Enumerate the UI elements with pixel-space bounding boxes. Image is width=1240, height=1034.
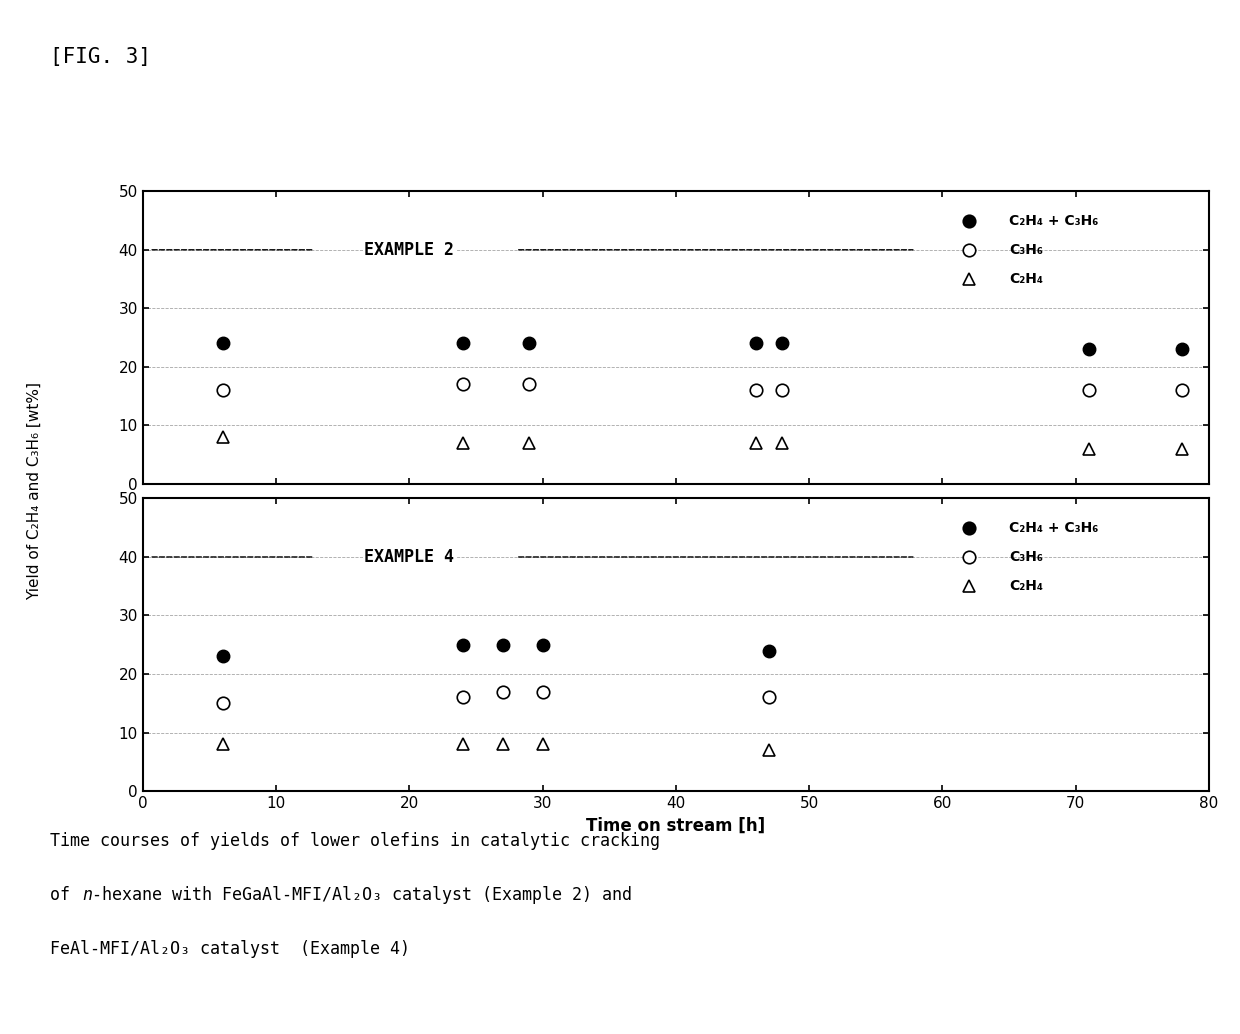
- Text: C₂H₄: C₂H₄: [1009, 579, 1043, 594]
- Text: C₂H₄ + C₃H₆: C₂H₄ + C₃H₆: [1009, 521, 1099, 535]
- Text: C₂H₄: C₂H₄: [1009, 272, 1043, 286]
- Text: [FIG. 3]: [FIG. 3]: [50, 47, 150, 66]
- Text: EXAMPLE 4: EXAMPLE 4: [365, 548, 454, 566]
- X-axis label: Time on stream [h]: Time on stream [h]: [587, 817, 765, 834]
- Text: C₂H₄ + C₃H₆: C₂H₄ + C₃H₆: [1009, 214, 1099, 227]
- Text: FeAl-MFI/Al₂O₃ catalyst  (Example 4): FeAl-MFI/Al₂O₃ catalyst (Example 4): [50, 940, 409, 957]
- Text: Time courses of yields of lower olefins in catalytic cracking: Time courses of yields of lower olefins …: [50, 832, 660, 850]
- Text: C₃H₆: C₃H₆: [1009, 243, 1043, 256]
- Text: Yield of C₂H₄ and C₃H₆ [wt%]: Yield of C₂H₄ and C₃H₆ [wt%]: [27, 383, 42, 600]
- Text: EXAMPLE 2: EXAMPLE 2: [365, 241, 454, 258]
- Text: C₃H₆: C₃H₆: [1009, 550, 1043, 564]
- Text: n: n: [82, 886, 92, 904]
- Text: -hexane with FeGaAl-MFI/Al₂O₃ catalyst (Example 2) and: -hexane with FeGaAl-MFI/Al₂O₃ catalyst (…: [92, 886, 631, 904]
- Text: of: of: [50, 886, 79, 904]
